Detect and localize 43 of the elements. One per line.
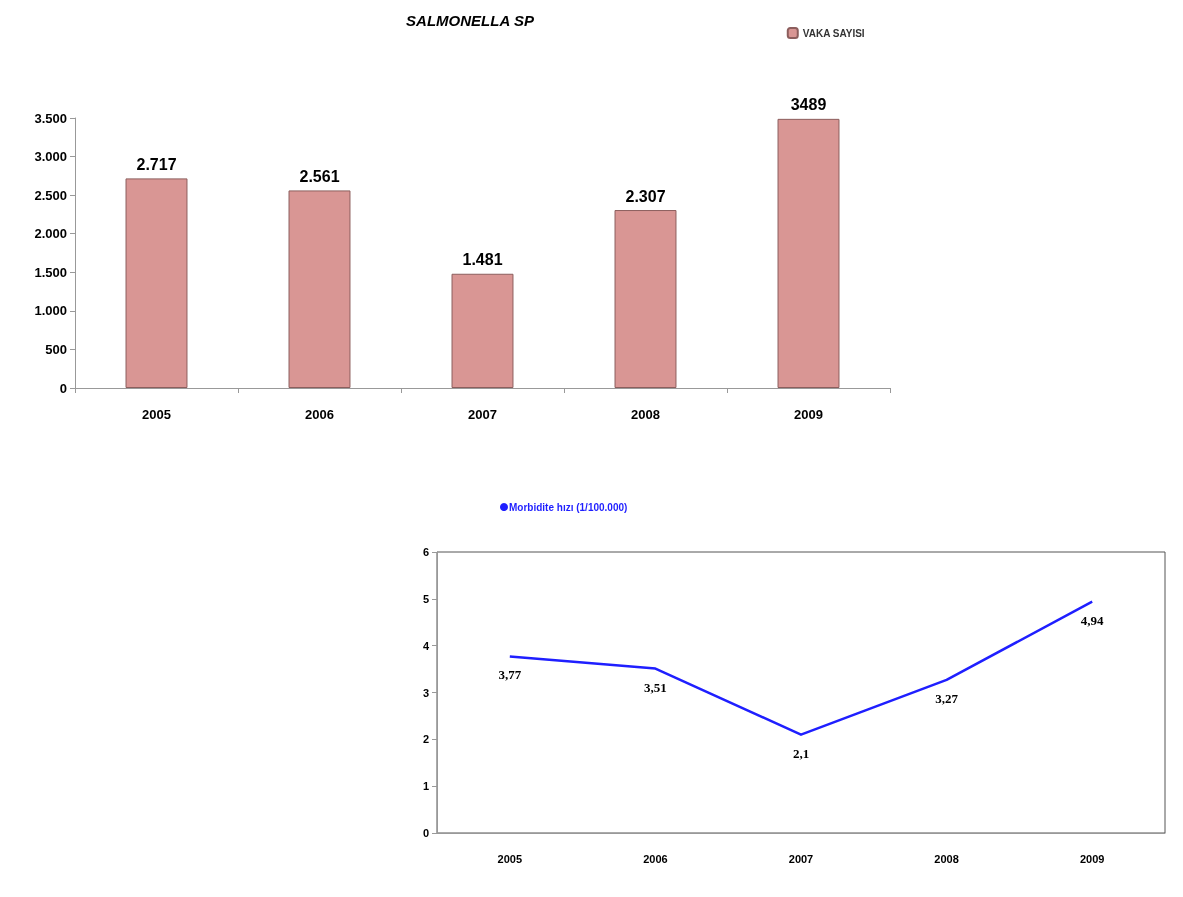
- data-label: 1.481: [462, 251, 503, 269]
- bar: [614, 210, 677, 388]
- x-tick-label: 2006: [643, 852, 668, 865]
- data-label: 3489: [790, 96, 827, 114]
- y-tick-label: 1: [422, 780, 429, 793]
- legend-label: Morbidite hızı (1/100.000): [509, 501, 628, 513]
- x-tick-label: 2007: [788, 852, 814, 865]
- data-label: 3,77: [498, 667, 522, 683]
- y-tick-label: 4: [422, 639, 430, 652]
- x-tick-label: 2005: [142, 407, 171, 422]
- data-label: 2,1: [792, 745, 810, 761]
- y-tick-label: 2: [422, 733, 429, 746]
- y-tick-label: 0: [422, 827, 429, 839]
- bar: [777, 118, 840, 388]
- y-tick-label: 3: [422, 686, 429, 699]
- x-tick-label: 2008: [934, 852, 959, 865]
- y-tick-label: 0: [59, 380, 67, 396]
- x-tick-label: 2007: [468, 407, 497, 422]
- data-label: 4,94: [1080, 612, 1105, 628]
- y-tick-label: 2.000: [34, 226, 67, 242]
- legend-label: VAKA SAYISI: [802, 27, 865, 39]
- bar: [288, 190, 351, 388]
- x-tick-label: 2008: [631, 407, 660, 422]
- y-tick-label: 1.500: [34, 264, 67, 280]
- bar: [125, 178, 188, 388]
- data-label: 3,51: [644, 679, 667, 695]
- y-tick-label: 3.000: [34, 149, 67, 165]
- y-tick-label: 6: [422, 546, 429, 558]
- data-label: 3,27: [935, 690, 959, 706]
- data-label: 2.717: [136, 155, 177, 173]
- chart-title: SALMONELLA SP: [406, 12, 535, 29]
- y-tick-label: 500: [45, 341, 67, 357]
- data-label: 2.307: [625, 187, 666, 205]
- x-tick-label: 2005: [497, 852, 523, 865]
- y-tick-label: 5: [422, 592, 429, 605]
- x-tick-label: 2009: [794, 407, 823, 422]
- bar: [451, 273, 514, 388]
- data-label: 2.561: [299, 167, 340, 185]
- x-tick-label: 2009: [1079, 852, 1105, 865]
- x-tick-label: 2006: [305, 407, 334, 422]
- y-tick-label: 3.500: [34, 110, 67, 126]
- y-tick-label: 1.000: [34, 303, 67, 319]
- y-tick-label: 2.500: [34, 187, 67, 203]
